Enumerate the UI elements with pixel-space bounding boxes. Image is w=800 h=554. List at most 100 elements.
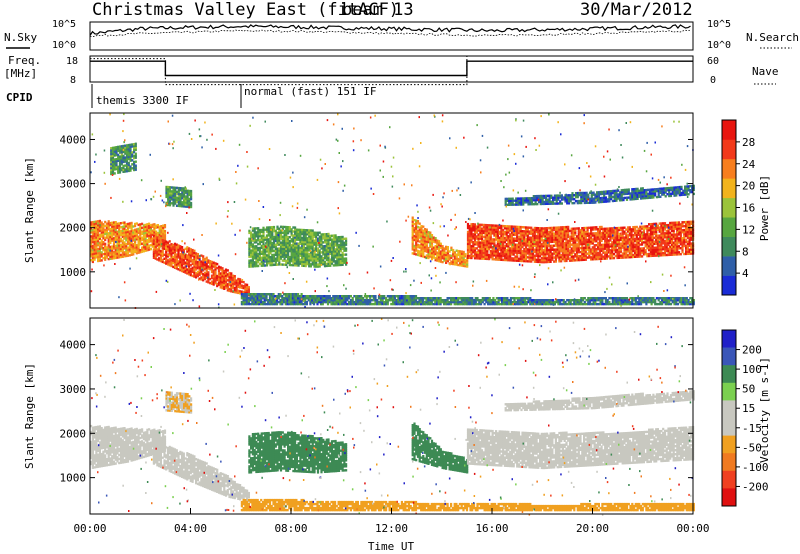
heatmap-cell: [660, 242, 663, 245]
heatmap-cell: [549, 256, 552, 259]
heatmap-cell: [278, 259, 281, 262]
heatmap-cell: [510, 245, 513, 248]
heatmap-cell: [644, 241, 647, 244]
heatmap-cell: [687, 189, 690, 192]
heatmap-cell: [493, 230, 496, 233]
noise-right-tick-bottom: 10^0: [707, 40, 731, 51]
heatmap-cell: [281, 263, 284, 266]
heatmap-cell: [549, 236, 552, 240]
heatmap-cell: [283, 255, 286, 258]
heatmap-cell: [651, 224, 654, 228]
heatmap-cell: [271, 226, 274, 229]
heatmap-cell: [181, 269, 184, 273]
heatmap-cell: [341, 257, 344, 260]
heatmap-cell: [134, 242, 137, 245]
heatmap-cell: [269, 240, 272, 243]
heatmap-cell: [630, 243, 633, 247]
heatmap-cell: [621, 232, 624, 235]
heatmap-cell: [500, 226, 503, 230]
heatmap-cell: [669, 231, 672, 235]
heatmap-cell: [581, 236, 584, 240]
heatmap-cell: [257, 258, 260, 262]
heatmap-cell: [151, 223, 154, 226]
heatmap-cell: [516, 225, 519, 229]
heatmap-cell: [128, 244, 131, 247]
heatmap-cell: [662, 189, 666, 192]
heatmap-cell: [526, 228, 529, 231]
heatmap-cell: [436, 259, 439, 262]
heatmap-cell: [260, 252, 263, 255]
heatmap-cell: [189, 264, 192, 267]
heatmap-cell: [462, 260, 465, 264]
heatmap-cell: [170, 264, 173, 268]
heatmap-cell: [546, 198, 549, 201]
heatmap-cell: [338, 247, 341, 251]
heatmap-cell: [186, 256, 189, 259]
heatmap-cell: [323, 241, 327, 244]
heatmap-cell: [616, 234, 619, 238]
heatmap-cell: [146, 233, 149, 236]
heatmap-cell: [267, 240, 270, 243]
heatmap-cell: [595, 253, 598, 257]
heatmap-cell: [579, 241, 582, 244]
heatmap-cell: [533, 256, 536, 259]
heatmap-cell: [517, 235, 521, 239]
heatmap-cell: [276, 233, 279, 236]
heatmap-cell: [665, 226, 668, 229]
heatmap-cell: [553, 236, 556, 239]
heatmap-cell: [274, 243, 277, 246]
heatmap-cell: [517, 247, 521, 251]
heatmap-cell: [98, 235, 101, 238]
heatmap-cell: [257, 233, 260, 236]
heatmap-cell: [445, 245, 448, 249]
heatmap-cell: [142, 240, 145, 243]
heatmap-cell: [585, 195, 588, 199]
heatmap-cell: [97, 241, 100, 245]
heatmap-cell: [633, 190, 636, 193]
heatmap-cell: [526, 244, 529, 247]
heatmap-cell: [602, 251, 605, 254]
heatmap-cell: [460, 254, 463, 257]
heatmap-cell: [686, 234, 689, 238]
heatmap-cell: [567, 225, 570, 229]
heatmap-cell: [345, 241, 348, 244]
heatmap-cell: [623, 226, 626, 229]
heatmap-cell: [667, 243, 670, 247]
heatmap-cell: [299, 254, 302, 257]
heatmap-cell: [605, 233, 608, 236]
heatmap-cell: [522, 203, 525, 206]
heatmap-cell: [674, 227, 677, 230]
heatmap-cell: [244, 289, 247, 292]
freq-left-tick-top: 18: [66, 56, 78, 67]
heatmap-cell: [546, 260, 549, 264]
heatmap-cell: [177, 196, 180, 200]
cpid-label: CPID: [6, 91, 33, 104]
heatmap-cell: [544, 229, 547, 232]
heatmap-cell: [126, 238, 130, 241]
heatmap-cell: [119, 245, 123, 249]
heatmap-cell: [172, 200, 175, 203]
heatmap-cell: [524, 258, 528, 261]
heatmap-cell: [320, 247, 323, 250]
heatmap-cell: [514, 259, 517, 262]
heatmap-cell: [611, 249, 614, 252]
heatmap-cell: [579, 229, 582, 232]
heatmap-cell: [524, 240, 528, 243]
heatmap-cell: [279, 249, 283, 252]
heatmap-cell: [255, 231, 258, 234]
heatmap-cell: [233, 279, 236, 282]
heatmap-cell: [287, 259, 290, 263]
heatmap-cell: [612, 248, 616, 252]
heatmap-cell: [203, 265, 206, 269]
heatmap-cell: [269, 242, 272, 245]
heatmap-cell: [681, 239, 684, 242]
heatmap-cell: [511, 199, 514, 202]
heatmap-cell: [247, 290, 250, 293]
heatmap-cell: [295, 258, 298, 261]
heatmap-cell: [647, 188, 650, 192]
heatmap-cell: [429, 253, 432, 256]
heatmap-cell: [574, 237, 577, 240]
heatmap-cell: [272, 259, 276, 263]
heatmap-cell: [175, 263, 178, 266]
heatmap-cell: [313, 249, 316, 252]
